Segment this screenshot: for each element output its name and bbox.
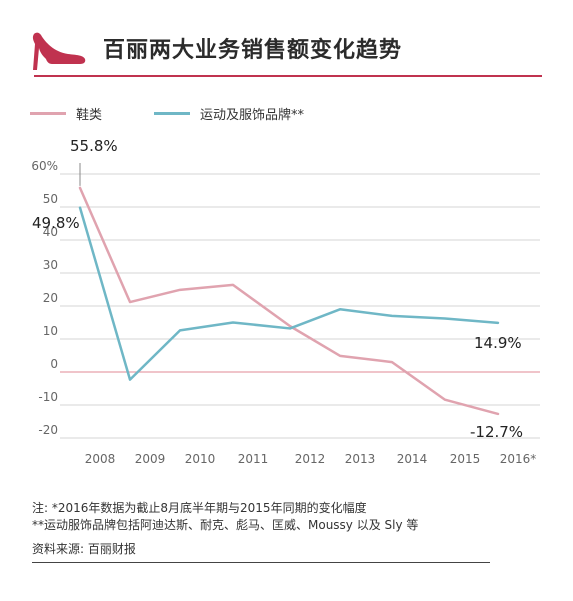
- y-tick-label: -20: [38, 423, 58, 437]
- y-tick-label: 40: [43, 225, 58, 239]
- chart-header: 百丽两大业务销售额变化趋势: [0, 0, 573, 80]
- x-tick-label: 2010: [185, 452, 216, 466]
- legend-label-sportswear: 运动及服饰品牌**: [200, 108, 305, 123]
- legend-item-sportswear: 运动及服饰品牌**: [154, 104, 304, 123]
- legend-label-footwear: 鞋类: [76, 108, 103, 123]
- data-source: 资料来源: 百丽财报: [32, 542, 136, 556]
- series-line-footwear: [78, 186, 500, 416]
- y-tick-label: 20: [43, 291, 58, 305]
- legend-swatch-sportswear: [154, 112, 190, 115]
- x-tick-label: 2013: [345, 452, 376, 466]
- footnote-2016: 注: *2016年数据为截止8月底半年期与2015年同期的变化幅度: [32, 501, 367, 515]
- data-label: -12.7%: [470, 423, 523, 441]
- y-tick-label: 30: [43, 258, 58, 272]
- chart-title: 百丽两大业务销售额变化趋势: [103, 38, 403, 63]
- x-tick-label: 2016*: [500, 452, 537, 466]
- chart-notes: 注: *2016年数据为截止8月底半年期与2015年同期的变化幅度 **运动服饰…: [32, 500, 552, 557]
- x-tick-label: 2012: [295, 452, 326, 466]
- data-label: 14.9%: [474, 334, 522, 352]
- x-tick-label: 2015: [450, 452, 481, 466]
- y-tick-label: 50: [43, 192, 58, 206]
- data-label: 49.8%: [32, 214, 80, 232]
- x-tick-label: 2008: [85, 452, 116, 466]
- title-underline: [34, 75, 542, 77]
- x-tick-label: 2009: [135, 452, 166, 466]
- x-tick-label: 2014: [397, 452, 428, 466]
- source-underline: [32, 562, 490, 563]
- legend-item-footwear: 鞋类: [30, 104, 102, 123]
- y-tick-label: 0: [50, 357, 58, 371]
- footnote-brands: **运动服饰品牌包括阿迪达斯、耐克、彪马、匡威、Moussy 以及 Sly 等: [32, 518, 419, 532]
- y-tick-label: 10: [43, 324, 58, 338]
- y-tick-label: -10: [38, 390, 58, 404]
- y-tick-label: 60%: [31, 159, 58, 173]
- chart-legend: 鞋类 运动及服饰品牌**: [30, 104, 550, 124]
- high-heel-shoe-icon: [32, 32, 86, 70]
- data-label: 55.8%: [70, 137, 118, 155]
- legend-swatch-footwear: [30, 112, 66, 115]
- series-line-sportswear: [78, 206, 500, 381]
- x-tick-label: 2011: [238, 452, 269, 466]
